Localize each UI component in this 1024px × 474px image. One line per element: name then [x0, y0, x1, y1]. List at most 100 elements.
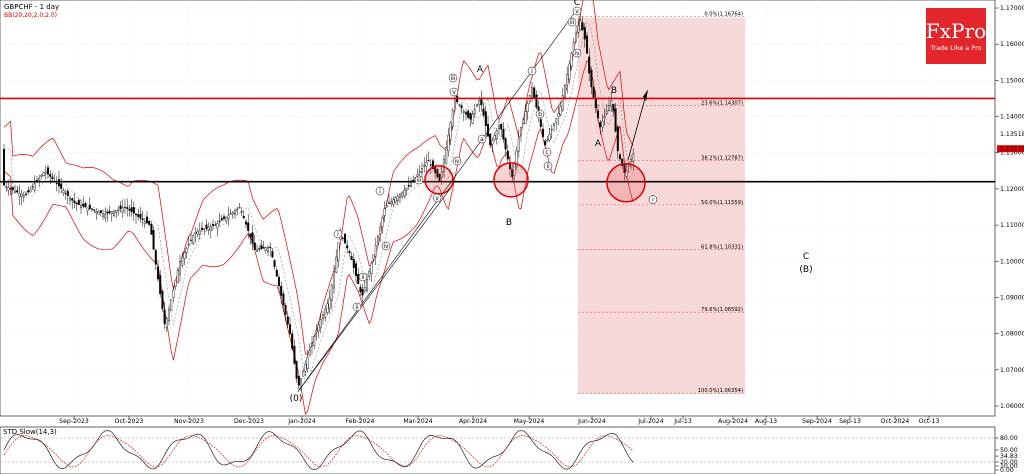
candle-down — [427, 160, 430, 162]
candle-down — [594, 97, 597, 108]
candle-up — [625, 170, 628, 177]
candle-down — [280, 286, 283, 296]
candle-down — [73, 200, 76, 203]
candle-up — [577, 25, 580, 33]
wave-label: C — [803, 252, 809, 262]
wave-label-small: iv — [574, 50, 580, 57]
candle-down — [249, 233, 252, 238]
candle-down — [90, 208, 93, 210]
candle-down — [436, 168, 439, 178]
candle-up — [95, 210, 98, 213]
wave-label-small: b — [538, 111, 542, 118]
price-label-upper: 1.13518 — [1000, 131, 1024, 138]
candle-up — [333, 271, 336, 289]
candle-up — [216, 223, 219, 229]
candle-up — [390, 201, 393, 205]
candle-up — [328, 298, 331, 309]
candle-up — [319, 319, 322, 329]
candle-up — [121, 207, 124, 213]
candle-up — [115, 209, 118, 213]
candle-down — [161, 290, 164, 310]
candle-up — [233, 210, 236, 215]
candle-down — [36, 180, 39, 182]
wave-label: (B) — [799, 265, 812, 275]
candle-up — [256, 249, 259, 252]
candle-up — [308, 350, 311, 356]
candle-up — [231, 212, 234, 215]
candle-down — [137, 214, 140, 217]
candle-up — [236, 208, 239, 211]
candle-down — [253, 242, 256, 251]
candle-up — [447, 134, 450, 151]
candle-down — [66, 190, 69, 196]
candle-down — [106, 211, 109, 214]
candle-up — [240, 211, 243, 213]
wave-label: A — [595, 139, 602, 149]
candle-up — [575, 33, 578, 42]
candle-down — [152, 230, 155, 250]
bb-lower — [3, 60, 634, 415]
x-tick-label: Sep-2024 — [802, 418, 832, 425]
candle-up — [326, 303, 329, 313]
candle-down — [244, 221, 247, 225]
x-tick-label: Sep-13 — [839, 418, 861, 425]
candle-up — [531, 87, 534, 98]
candle-up — [176, 270, 179, 284]
candle-down — [502, 128, 505, 140]
candle-up — [267, 247, 270, 253]
wave-marker — [542, 147, 552, 157]
candle-down — [599, 122, 602, 128]
candle-down — [247, 222, 250, 231]
candle-up — [399, 193, 402, 198]
wave-marker — [527, 66, 537, 76]
candle-up — [13, 190, 16, 193]
candle-up — [451, 110, 454, 127]
candle-down — [77, 200, 80, 205]
candle-down — [3, 148, 6, 186]
candle-up — [112, 210, 115, 216]
candle-up — [495, 130, 498, 139]
candle-down — [220, 218, 223, 221]
candle-up — [123, 206, 126, 209]
candle-down — [535, 94, 538, 108]
candle-down — [9, 188, 12, 190]
candle-down — [407, 184, 410, 187]
wave-marker — [572, 48, 582, 58]
fxpro-logo: FxPro Trade Like a Pro — [926, 8, 986, 64]
candle-up — [564, 84, 567, 98]
wave-marker — [448, 73, 458, 83]
wave-label-small: i — [531, 68, 533, 75]
candle-up — [610, 100, 613, 107]
candle-up — [566, 74, 569, 86]
candle-up — [170, 299, 173, 311]
osc-tick-label: 10.00 — [1000, 463, 1018, 470]
wave-label: C — [574, 0, 580, 8]
candle-up — [555, 118, 558, 123]
wave-label-small: ii — [546, 163, 550, 170]
candle-up — [337, 242, 340, 261]
candle-up — [608, 105, 611, 112]
candle-up — [368, 271, 371, 277]
fib-zone — [578, 18, 745, 394]
candle-up — [423, 165, 426, 167]
main-panel — [0, 0, 996, 417]
candle-down — [51, 176, 54, 180]
highlight-circle — [606, 163, 646, 203]
candle-up — [632, 153, 635, 162]
fib-lines: 0.0%(1.16764) 23.6%(1.14307) 38.2%(1.12787… — [578, 12, 745, 394]
wave-marker — [648, 195, 658, 204]
wave-marker — [477, 134, 487, 144]
candle-up — [172, 289, 175, 298]
y-tick-label: 1.12000 — [1000, 186, 1024, 193]
candle-down — [346, 245, 349, 249]
x-tick-label: Oct-2023 — [115, 418, 144, 425]
fib-label: 23.6%(1.14307) — [701, 100, 743, 106]
candle-up — [38, 177, 41, 181]
candle-down — [262, 247, 265, 249]
candle-down — [200, 227, 203, 230]
wave-marker — [333, 229, 343, 239]
candle-up — [517, 137, 520, 152]
candle-up — [454, 98, 457, 108]
x-tick-label: Oct-13 — [919, 418, 940, 425]
